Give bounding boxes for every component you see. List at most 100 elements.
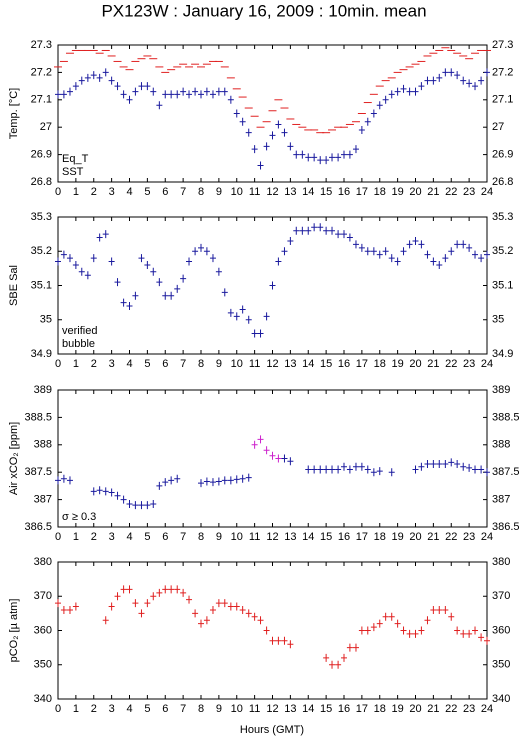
data-point <box>400 247 407 256</box>
legend-entry: bubble <box>62 338 95 350</box>
y-tick-label: 26.9 <box>492 149 513 161</box>
data-point <box>460 76 467 85</box>
y-tick-label: 340 <box>34 693 52 705</box>
data-point <box>90 254 97 263</box>
data-point <box>329 660 336 669</box>
data-point <box>287 457 294 466</box>
y-tick-label: 27 <box>492 121 504 133</box>
data-point <box>388 90 395 99</box>
data-point <box>60 90 67 99</box>
x-tick-label: 10 <box>231 186 243 198</box>
y-tick-label: 386.5 <box>24 521 52 533</box>
data-point <box>251 329 258 338</box>
data-point <box>406 240 413 249</box>
data-point <box>221 288 228 297</box>
data-point <box>162 585 169 594</box>
x-tick-label: 20 <box>409 186 421 198</box>
data-point <box>120 298 127 307</box>
x-tick-label: 8 <box>198 531 204 543</box>
data-point <box>430 605 437 614</box>
x-tick-label: 14 <box>302 531 314 543</box>
plot-frame <box>57 44 488 183</box>
x-tick-label: 19 <box>392 186 404 198</box>
data-point <box>454 240 461 249</box>
data-point <box>186 90 193 99</box>
data-point <box>221 87 228 96</box>
data-point <box>269 131 276 140</box>
y-tick-label: 26.8 <box>492 176 513 188</box>
y-tick-label: 380 <box>34 556 52 568</box>
data-point <box>358 243 365 252</box>
x-tick-label: 20 <box>409 703 421 715</box>
data-point <box>281 128 288 137</box>
x-tick-label: 7 <box>180 358 186 370</box>
data-point <box>424 459 431 468</box>
data-point <box>215 477 222 486</box>
x-tick-label: 19 <box>392 531 404 543</box>
y-axis-label: Temp. [°C] <box>8 88 20 139</box>
data-point <box>335 465 342 474</box>
x-tick-label: 23 <box>463 531 475 543</box>
data-point <box>484 68 490 77</box>
x-tick-label: 17 <box>356 531 368 543</box>
y-tick-label: 27 <box>40 121 52 133</box>
data-point <box>287 236 294 245</box>
x-tick-label: 7 <box>180 531 186 543</box>
data-point <box>251 612 258 621</box>
x-tick-label: 20 <box>409 358 421 370</box>
data-point <box>150 592 157 601</box>
y-tick-label: 388 <box>34 439 52 451</box>
data-point <box>424 76 431 85</box>
data-point <box>203 616 210 625</box>
data-point <box>442 254 449 263</box>
data-point <box>394 257 401 266</box>
x-axis-label: Hours (GMT) <box>240 724 304 736</box>
legend-entry: SST <box>62 166 84 178</box>
data-point <box>239 117 246 126</box>
data-point <box>418 240 425 249</box>
data-point <box>144 501 151 510</box>
data-point <box>275 636 282 645</box>
x-tick-label: 0 <box>55 531 61 543</box>
y-tick-label: 35 <box>492 314 504 326</box>
y-tick-label: 350 <box>492 659 510 671</box>
data-point <box>60 474 67 483</box>
x-tick-label: 24 <box>481 531 493 543</box>
data-point <box>120 585 127 594</box>
y-tick-label: 35.2 <box>31 245 52 257</box>
data-point <box>352 240 359 249</box>
data-point <box>180 87 187 96</box>
data-point <box>102 68 109 77</box>
data-point <box>358 125 365 134</box>
data-point <box>299 150 306 159</box>
data-point <box>287 142 294 151</box>
y-tick-label: 27.1 <box>492 94 513 106</box>
legend-entry: σ ≥ 0.3 <box>62 511 96 523</box>
x-tick-label: 15 <box>320 358 332 370</box>
x-tick-label: 15 <box>320 531 332 543</box>
x-tick-label: 21 <box>427 186 439 198</box>
data-point <box>329 153 336 162</box>
data-point <box>108 76 115 85</box>
data-point <box>138 609 145 618</box>
x-tick-label: 18 <box>374 186 386 198</box>
x-tick-label: 12 <box>266 703 278 715</box>
data-point <box>55 599 61 608</box>
data-point <box>364 626 371 635</box>
data-point <box>400 84 407 93</box>
data-point <box>448 458 455 467</box>
y-tick-label: 389 <box>492 384 510 396</box>
x-tick-label: 24 <box>481 186 493 198</box>
data-point <box>430 76 437 85</box>
y-tick-label: 380 <box>492 556 510 568</box>
data-point <box>275 454 282 463</box>
x-tick-label: 13 <box>284 703 296 715</box>
data-point <box>60 250 67 259</box>
data-point <box>341 653 347 662</box>
data-point <box>78 76 85 85</box>
data-point <box>424 250 431 259</box>
data-point <box>460 629 467 638</box>
data-point <box>335 153 342 162</box>
data-point <box>96 233 103 242</box>
data-point <box>138 82 145 91</box>
